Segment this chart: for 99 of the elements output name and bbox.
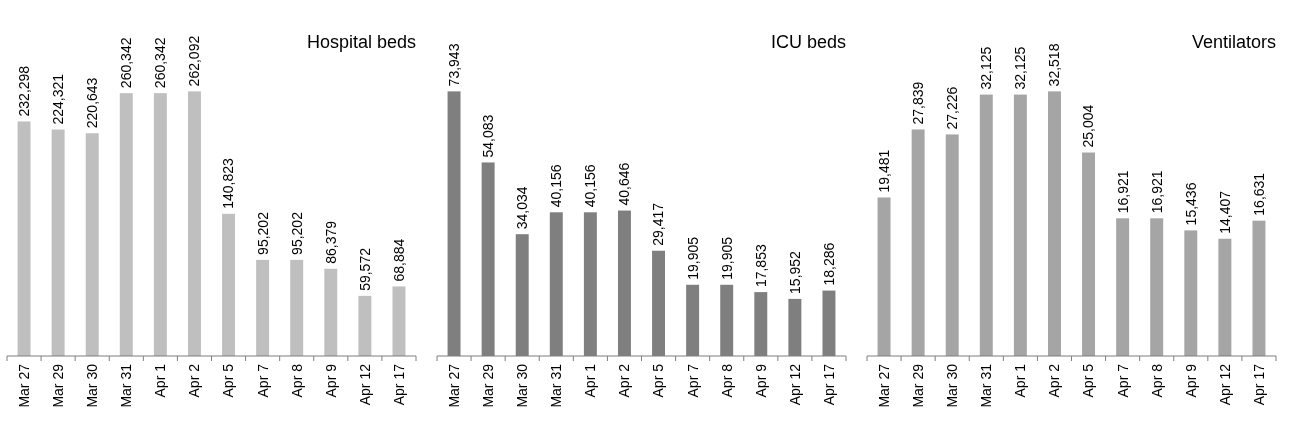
bar xyxy=(911,129,925,356)
bar xyxy=(324,268,338,356)
x-tick-label: Apr 17 xyxy=(820,363,837,406)
data-label: 29,417 xyxy=(650,202,667,246)
x-tick-label: Apr 8 xyxy=(288,363,305,398)
x-tick-label: Apr 7 xyxy=(254,363,271,398)
x-tick-label: Mar 31 xyxy=(548,363,565,408)
x-tick-label: Apr 2 xyxy=(186,363,203,398)
bar xyxy=(877,197,891,356)
data-label: 95,202 xyxy=(288,211,305,255)
data-label: 19,481 xyxy=(875,149,892,193)
x-tick-label: Apr 9 xyxy=(322,363,339,398)
bar xyxy=(256,259,270,356)
data-label: 15,436 xyxy=(1182,182,1199,226)
bar xyxy=(153,93,167,356)
data-label: 68,884 xyxy=(390,238,407,282)
data-label: 73,943 xyxy=(445,43,462,87)
x-tick-label: Apr 1 xyxy=(1012,363,1029,398)
bar xyxy=(51,129,65,356)
bar xyxy=(85,133,99,356)
x-tick-label: Apr 12 xyxy=(1216,363,1233,406)
data-label: 16,921 xyxy=(1148,170,1165,214)
x-tick-label: Apr 12 xyxy=(786,363,803,406)
bar xyxy=(1116,218,1130,356)
bar xyxy=(1082,152,1096,356)
data-label: 34,034 xyxy=(514,186,531,230)
x-tick-label: Apr 12 xyxy=(356,363,373,406)
bar xyxy=(1218,238,1232,356)
x-tick-label: Mar 30 xyxy=(514,363,531,408)
data-label: 32,125 xyxy=(978,46,995,90)
bar xyxy=(187,91,201,356)
data-label: 224,321 xyxy=(50,73,67,125)
x-tick-label: Mar 29 xyxy=(480,363,497,408)
x-tick-label: Mar 29 xyxy=(50,363,67,408)
x-tick-label: Apr 8 xyxy=(718,363,735,398)
x-tick-label: Apr 9 xyxy=(752,363,769,398)
x-tick-label: Mar 27 xyxy=(15,363,32,408)
data-label: 32,125 xyxy=(1012,46,1029,90)
data-label: 262,092 xyxy=(186,35,203,87)
data-label: 27,226 xyxy=(944,86,961,130)
bar xyxy=(979,94,993,356)
x-tick-label: Apr 2 xyxy=(1046,363,1063,398)
x-tick-label: Apr 1 xyxy=(582,363,599,398)
bar xyxy=(1252,220,1266,356)
data-label: 260,342 xyxy=(118,37,135,89)
chart-title: Hospital beds xyxy=(306,32,416,52)
chart-title: Ventilators xyxy=(1191,32,1276,52)
data-label: 17,853 xyxy=(752,244,769,288)
data-label: 260,342 xyxy=(152,37,169,89)
data-label: 86,379 xyxy=(322,220,339,264)
data-label: 40,156 xyxy=(582,164,599,208)
x-tick-label: Mar 27 xyxy=(875,363,892,408)
x-tick-label: Mar 30 xyxy=(84,363,101,408)
data-label: 19,905 xyxy=(684,236,701,280)
x-tick-label: Apr 7 xyxy=(1114,363,1131,398)
data-label: 40,646 xyxy=(616,162,633,206)
data-label: 32,518 xyxy=(1046,43,1063,87)
data-label: 19,905 xyxy=(718,236,735,280)
data-label: 27,839 xyxy=(910,81,927,125)
bar xyxy=(222,213,236,356)
data-label: 16,921 xyxy=(1114,170,1131,214)
data-label: 54,083 xyxy=(480,114,497,158)
bar xyxy=(1047,91,1061,356)
x-tick-label: Apr 1 xyxy=(152,363,169,398)
data-label: 18,286 xyxy=(820,242,837,286)
data-label: 16,631 xyxy=(1250,172,1267,216)
x-tick-label: Apr 8 xyxy=(1148,363,1165,398)
bar xyxy=(1013,94,1027,356)
x-tick-label: Apr 17 xyxy=(390,363,407,406)
x-tick-label: Mar 29 xyxy=(910,363,927,408)
x-tick-label: Apr 9 xyxy=(1182,363,1199,398)
x-tick-label: Apr 5 xyxy=(650,363,667,398)
bar xyxy=(17,121,31,356)
x-tick-label: Mar 30 xyxy=(944,363,961,408)
data-label: 220,643 xyxy=(84,77,101,129)
chart-title: ICU beds xyxy=(770,32,846,52)
data-label: 140,823 xyxy=(220,158,237,209)
bar xyxy=(1184,230,1198,356)
data-label: 14,407 xyxy=(1216,190,1233,234)
x-tick-label: Apr 5 xyxy=(220,363,237,398)
data-label: 232,298 xyxy=(15,65,32,117)
bar xyxy=(290,259,304,356)
data-label: 95,202 xyxy=(254,211,271,255)
x-tick-label: Mar 31 xyxy=(118,363,135,408)
bar xyxy=(119,93,133,356)
x-tick-label: Apr 7 xyxy=(684,363,701,398)
x-tick-label: Mar 27 xyxy=(445,363,462,408)
x-tick-label: Apr 5 xyxy=(1080,363,1097,398)
data-label: 15,952 xyxy=(786,250,803,294)
data-label: 40,156 xyxy=(548,164,565,208)
x-tick-label: Apr 2 xyxy=(616,363,633,398)
x-tick-label: Apr 17 xyxy=(1250,363,1267,406)
bar xyxy=(392,286,406,356)
bar xyxy=(1150,218,1164,356)
data-label: 25,004 xyxy=(1080,104,1097,148)
data-label: 59,572 xyxy=(356,247,373,291)
bar xyxy=(945,134,959,356)
x-tick-label: Mar 31 xyxy=(978,363,995,408)
bar xyxy=(358,295,372,356)
